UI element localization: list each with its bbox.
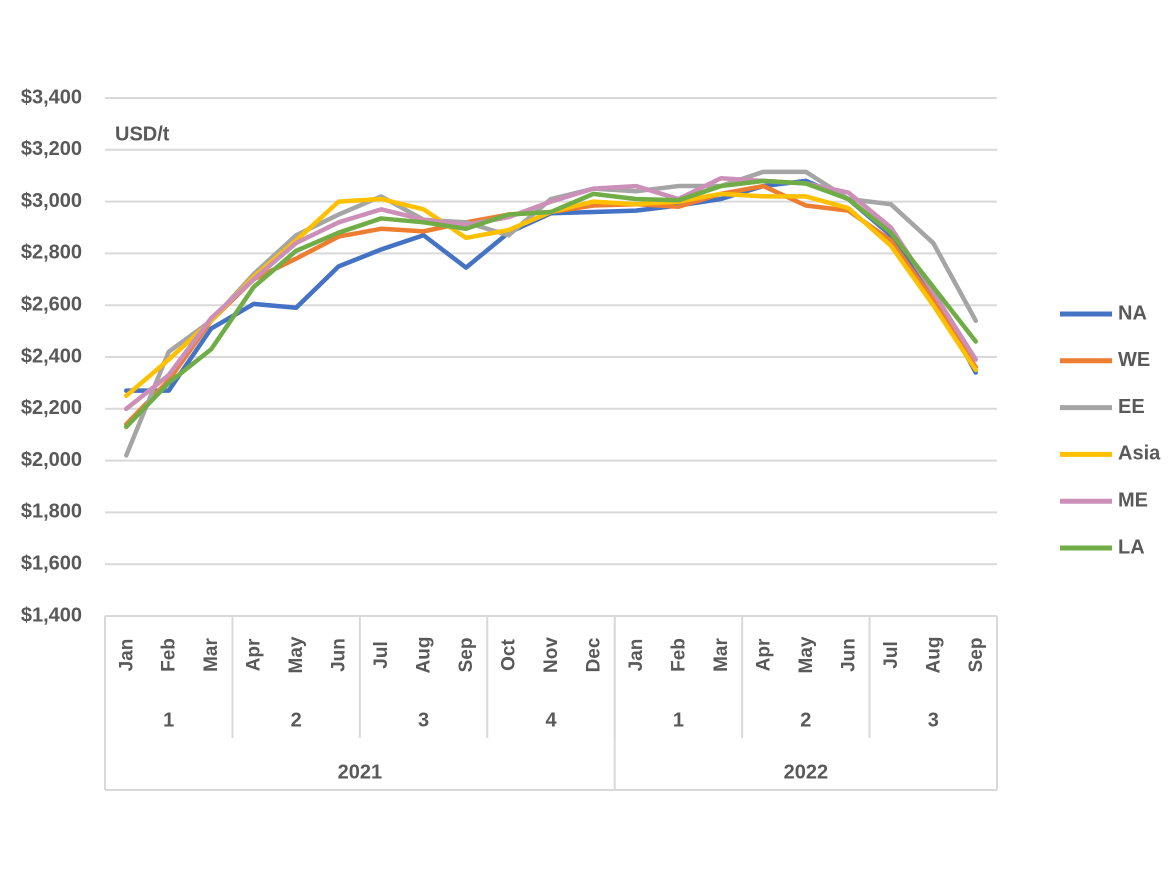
quarter-label: 2 <box>291 709 302 731</box>
y-tick-label: $2,000 <box>21 449 82 471</box>
y-tick-label: $1,600 <box>21 552 82 574</box>
x-tick-label: Feb <box>668 638 689 672</box>
y-tick-label: $2,200 <box>21 397 82 419</box>
x-tick-label: Jun <box>329 638 350 672</box>
x-tick-label: Aug <box>923 637 944 674</box>
series-line <box>123 191 979 399</box>
x-tick-label: Sep <box>966 638 987 673</box>
year-label: 2022 <box>784 761 829 783</box>
quarter-label: 1 <box>673 709 684 731</box>
quarter-label: 4 <box>545 709 557 731</box>
quarter-label: 3 <box>928 709 939 731</box>
x-tick-label: Nov <box>541 637 562 673</box>
y-tick-label: $3,400 <box>21 86 82 108</box>
y-tick-label: $2,800 <box>21 242 82 264</box>
quarter-label: 1 <box>163 709 174 731</box>
legend-label: EE <box>1118 396 1145 418</box>
x-tick-label: May <box>286 636 307 673</box>
x-tick-label: Jun <box>838 638 859 672</box>
y-tick-label: $1,400 <box>21 604 82 626</box>
x-tick-label: Mar <box>711 638 732 672</box>
quarter-label: 2 <box>800 709 811 731</box>
x-tick-label: Jul <box>371 641 392 668</box>
x-tick-label: Dec <box>583 637 604 672</box>
y-tick-label: $2,600 <box>21 293 82 315</box>
y-tick-label: $3,200 <box>21 138 82 160</box>
legend-label: Asia <box>1118 443 1161 465</box>
x-tick-label: Sep <box>456 638 477 673</box>
series-line <box>123 178 979 430</box>
x-tick-label: Jan <box>626 639 647 672</box>
x-tick-label: Aug <box>414 637 435 674</box>
legend-label: ME <box>1118 489 1148 511</box>
x-tick-label: Mar <box>201 638 222 672</box>
legend-label: NA <box>1118 302 1147 324</box>
x-tick-label: May <box>796 636 817 673</box>
x-tick-label: Apr <box>753 638 774 671</box>
legend-label: WE <box>1118 349 1150 371</box>
legend-label: LA <box>1118 536 1145 558</box>
series-line <box>123 176 979 412</box>
x-tick-label: Jan <box>116 639 137 672</box>
quarter-label: 3 <box>418 709 429 731</box>
year-label: 2021 <box>338 761 383 783</box>
x-tick-label: Apr <box>244 638 265 671</box>
x-tick-label: Oct <box>499 638 520 670</box>
y-tick-label: $1,800 <box>21 501 82 523</box>
unit-label: USD/t <box>115 123 170 145</box>
x-tick-label: Jul <box>881 641 902 668</box>
x-tick-label: Feb <box>159 638 180 672</box>
y-tick-label: $3,000 <box>21 190 82 212</box>
y-tick-label: $2,400 <box>21 345 82 367</box>
